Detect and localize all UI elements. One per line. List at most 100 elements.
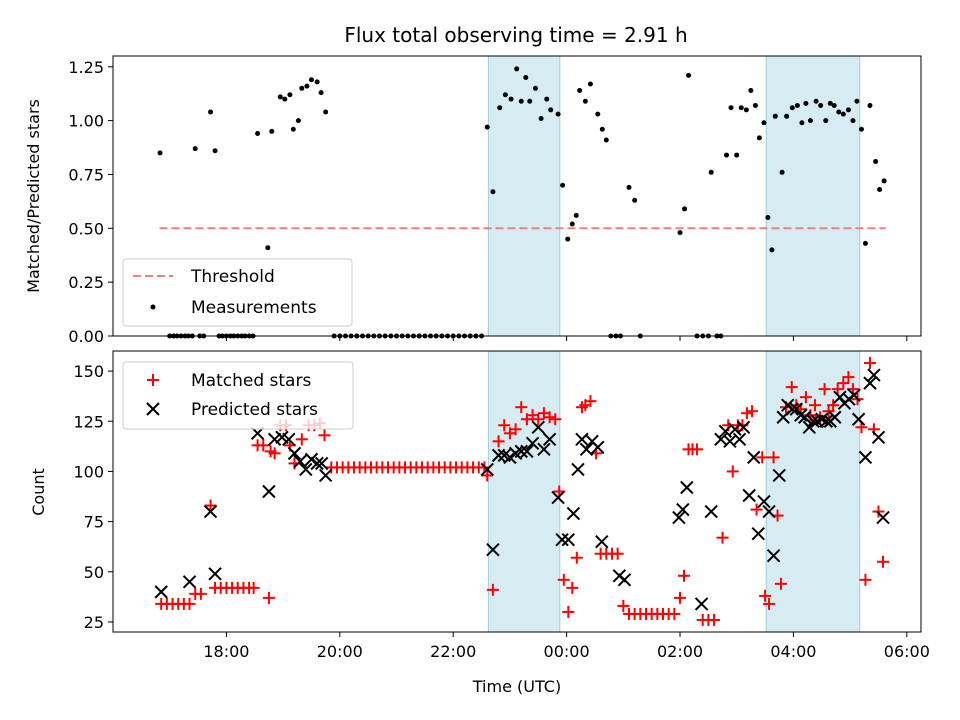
matched-star-point [837,377,850,390]
matched-star-point [611,547,624,560]
predicted-star-point [819,414,834,428]
measurement-point [490,189,496,195]
legend-measurements-label: Measurements [191,298,317,318]
predicted-star-point [680,480,694,495]
measurement-point [295,118,301,124]
measurement-point [803,100,809,106]
predicted-star-point [537,442,551,457]
predicted-star-point [871,430,886,445]
predicted-star-point [287,446,302,461]
top-y-tick-label: 0.00 [68,327,104,346]
measurement-point [858,126,864,132]
bottom-y-axis-label: Count [29,468,48,516]
bottom-panel: 25 50 75 100 125 150 18:00 20:00 22:00 00:00 02:0… [29,350,930,696]
measurement-point [308,77,314,83]
matched-star-point [247,581,260,594]
matched-star-point [674,591,687,604]
measurement-point [277,94,283,100]
measurement-point [779,169,785,175]
top-axes-frame [112,55,922,337]
matched-star-point [204,499,217,512]
predicted-star-point [863,376,877,390]
measurement-point [728,105,734,111]
measurement-point [569,221,575,227]
measurement-point [734,152,740,158]
bottom-y-tick-label: 50 [84,563,104,582]
predicted-star-point [766,549,781,563]
matched-star-point [617,599,630,612]
bottom-y-tick-label: 100 [73,462,104,481]
predicted-star-point [304,452,319,467]
measurement-point [290,126,296,132]
matched-star-point [570,551,583,564]
top-y-axis-label: Matched/Predicted stars [24,99,43,293]
top-y-tick-label: 0.25 [68,273,104,292]
matched-star-point [691,443,704,456]
predicted-star-point [208,567,222,581]
predicted-star-point [555,532,569,547]
matched-star-point [183,597,196,610]
top-shaded-intervals [487,55,861,337]
measurement-point [603,137,609,143]
matched-star-point [492,435,505,448]
bottom-x-tick-label: 06:00 [884,642,930,661]
shaded-interval [765,350,861,633]
bottom-x-ticks: 18:00 20:00 22:00 00:00 02:00 04:00 06:00 [203,632,930,661]
measurement-point [532,85,538,91]
matched-star-point [566,581,579,594]
predicted-star-point [757,494,771,509]
measurement-point [827,100,833,106]
matched-star-point [799,391,812,404]
predicted-star-point [672,510,686,525]
predicted-star-point [798,410,812,424]
predicted-star-point [579,442,594,457]
bottom-y-tick-label: 125 [73,412,104,431]
shaded-interval [487,350,561,633]
matched-star-point [562,605,575,618]
measurement-point [765,215,771,221]
matched-star-point [268,447,281,460]
measurement-point [595,111,601,117]
measurement-point [789,105,795,111]
measurement-point [626,184,632,190]
measurement-point [862,240,868,246]
matched-star-point [859,573,872,586]
matched-star-point [877,555,890,568]
measurement-point [599,126,605,132]
matched-star-point [668,607,681,620]
measurement-point [208,109,214,115]
matched-star-point [557,573,570,586]
measurement-point [523,75,529,81]
predicted-star-point [847,388,861,402]
measurement-point [632,197,638,203]
bottom-x-tick-label: 20:00 [317,642,363,661]
predicted-star-point [262,484,276,499]
predicted-star-point [676,502,690,517]
measurement-point [850,118,856,124]
predicted-star-point [595,534,609,549]
predicted-star-point [751,526,765,541]
measurement-point [807,118,813,124]
measurement-point [867,103,873,109]
measurement-point [304,83,310,89]
measurement-point [823,118,829,124]
measurement-point [318,90,324,96]
matched-star-point [532,413,545,426]
legend-threshold-label: Threshold [190,267,275,287]
measurement-point [881,178,887,184]
measurement-point [686,72,692,78]
bottom-legend-box [122,361,354,430]
measurement-point [752,103,758,109]
matched-star-point [808,399,821,412]
predicted-star-point [514,444,528,459]
predicted-star-point [299,462,313,477]
top-legend-box [122,258,353,327]
matched-star-point [756,451,769,464]
measurement-point [799,120,805,126]
predicted-star-point [571,462,585,477]
matched-star-point [750,503,763,516]
measurement-point [544,96,550,102]
legend-matched-label: Matched stars [191,371,311,391]
measurement-point [573,212,579,218]
matched-star-point [726,465,739,478]
